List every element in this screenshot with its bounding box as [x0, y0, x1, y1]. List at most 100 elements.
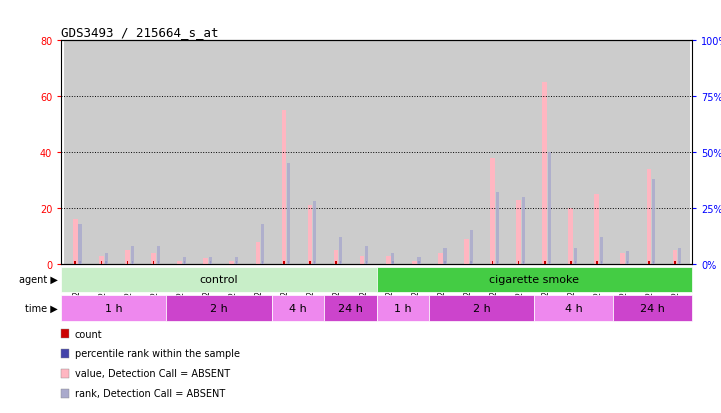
Text: value, Detection Call = ABSENT: value, Detection Call = ABSENT — [75, 368, 230, 378]
Bar — [574, 249, 577, 264]
Bar — [156, 247, 160, 264]
Bar — [559, 41, 585, 264]
Bar — [417, 258, 420, 264]
Bar — [288, 262, 289, 264]
Text: 1 h: 1 h — [394, 303, 412, 313]
Text: cigarette smoke: cigarette smoke — [490, 275, 580, 285]
Bar — [549, 262, 550, 264]
Text: GDS3493 / 215664_s_at: GDS3493 / 215664_s_at — [61, 26, 218, 39]
Bar — [131, 262, 133, 264]
Bar — [626, 251, 629, 264]
Bar — [444, 262, 446, 264]
Bar — [366, 262, 368, 264]
FancyBboxPatch shape — [167, 295, 272, 321]
Bar — [127, 261, 128, 264]
Bar — [386, 256, 391, 264]
Bar — [601, 262, 602, 264]
Bar — [443, 249, 446, 264]
Bar — [600, 237, 603, 264]
Bar — [507, 41, 533, 264]
Bar — [366, 247, 368, 264]
Bar — [522, 197, 525, 264]
Bar — [262, 262, 263, 264]
Bar — [229, 261, 234, 264]
Bar — [79, 224, 81, 264]
Bar — [523, 262, 524, 264]
Text: count: count — [75, 329, 102, 339]
FancyBboxPatch shape — [377, 267, 692, 293]
Bar — [221, 41, 247, 264]
Bar — [340, 262, 342, 264]
Bar — [570, 261, 572, 264]
Bar — [533, 41, 559, 264]
Bar — [298, 41, 324, 264]
Bar — [287, 164, 290, 264]
Bar — [255, 242, 260, 264]
Bar — [469, 231, 473, 264]
Bar — [335, 261, 337, 264]
Text: 4 h: 4 h — [289, 303, 306, 313]
Bar — [273, 41, 298, 264]
Bar — [495, 193, 499, 264]
Bar — [314, 262, 315, 264]
Bar — [596, 261, 598, 264]
Bar — [392, 253, 394, 264]
Bar — [184, 262, 185, 264]
Bar — [647, 169, 651, 264]
FancyBboxPatch shape — [377, 295, 429, 321]
Bar — [339, 237, 342, 264]
Bar — [203, 259, 208, 264]
Bar — [679, 262, 681, 264]
Bar — [418, 262, 420, 264]
Bar — [648, 261, 650, 264]
Bar — [153, 261, 154, 264]
FancyBboxPatch shape — [61, 295, 167, 321]
Bar — [177, 261, 182, 264]
Bar — [309, 261, 311, 264]
Bar — [594, 195, 599, 264]
Bar — [568, 209, 573, 264]
Bar — [637, 41, 663, 264]
Bar — [282, 111, 286, 264]
Bar — [674, 261, 676, 264]
Bar — [412, 261, 417, 264]
Bar — [131, 247, 134, 264]
Text: 24 h: 24 h — [640, 303, 665, 313]
Bar — [663, 41, 689, 264]
Bar — [313, 202, 317, 264]
Text: 4 h: 4 h — [565, 303, 583, 313]
Bar — [158, 262, 159, 264]
Text: 2 h: 2 h — [210, 303, 228, 313]
Bar — [518, 261, 519, 264]
Bar — [542, 83, 547, 264]
Bar — [575, 262, 576, 264]
Bar — [392, 262, 394, 264]
Bar — [194, 41, 221, 264]
Bar — [544, 261, 546, 264]
Bar — [548, 153, 551, 264]
Text: 2 h: 2 h — [473, 303, 491, 313]
Bar — [673, 250, 677, 264]
Bar — [470, 262, 472, 264]
Bar — [73, 220, 78, 264]
Bar — [585, 41, 611, 264]
Bar — [90, 41, 116, 264]
Bar — [678, 249, 681, 264]
Bar — [360, 256, 365, 264]
FancyBboxPatch shape — [534, 295, 614, 321]
Bar — [308, 206, 312, 264]
Bar — [438, 253, 443, 264]
Bar — [621, 253, 625, 264]
Bar — [64, 41, 90, 264]
Text: control: control — [200, 275, 239, 285]
Bar — [125, 250, 130, 264]
Bar — [151, 253, 156, 264]
Bar — [403, 41, 429, 264]
Text: percentile rank within the sample: percentile rank within the sample — [75, 349, 240, 358]
Bar — [235, 258, 238, 264]
Bar — [74, 261, 76, 264]
Bar — [376, 41, 403, 264]
Text: rank, Detection Call = ABSENT: rank, Detection Call = ABSENT — [75, 388, 225, 398]
Bar — [464, 239, 469, 264]
Text: 24 h: 24 h — [338, 303, 363, 313]
